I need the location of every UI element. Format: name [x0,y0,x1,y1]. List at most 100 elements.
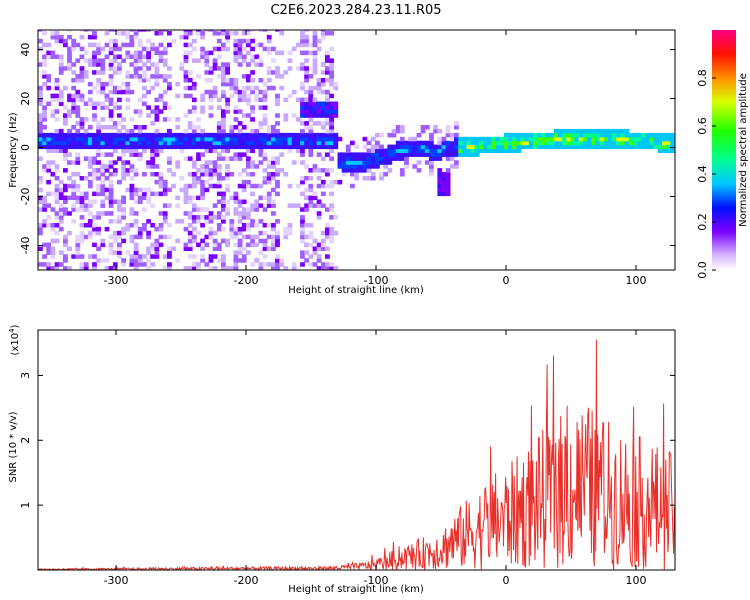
spectrogram-cell [470,140,476,146]
spectrogram-cell [112,238,118,244]
spectrogram-cell [104,140,110,146]
spectrogram-cell [412,136,418,142]
spectrogram-cell [162,50,168,56]
spectrogram-cell [545,144,551,150]
spectrogram-cell [533,136,538,142]
spectrogram-cell [221,148,226,153]
spectrogram-cell [445,148,451,153]
spectrogram-cell [46,74,52,79]
spectrogram-cell [204,219,210,224]
spectrogram-cell [133,136,139,142]
spectrogram-cell [300,223,305,228]
spectrogram-cell [87,172,93,177]
spectrogram-cell [125,132,131,138]
spectrogram-cell [38,85,43,91]
spectrogram-cell [300,215,305,220]
spectrogram-cell [46,160,52,165]
spectrogram-cell [146,136,151,142]
spectrogram-cell [96,136,101,142]
spectrogram-cell [46,223,52,228]
spectrogram-cell [63,152,68,157]
spectrogram-cell [354,156,359,161]
spectrogram-cell [312,250,318,255]
spectrogram-cell [325,101,330,106]
spectrogram-cell [108,152,114,157]
spectrogram-cell [112,70,118,75]
spectrogram-cell [175,136,181,142]
spectrogram-cell [449,136,455,142]
spectrogram-cell [125,148,131,153]
spectrogram-cell [142,136,147,142]
spectrogram-cell [54,117,60,122]
spectrogram-cell [574,132,580,138]
spectrogram-cell [154,254,160,259]
spectrogram-cell [316,176,322,181]
spectrogram-cell [75,183,81,189]
spectrogram-cell [38,226,43,232]
spectrogram-cell [200,50,205,56]
spectrogram-cell [75,250,81,255]
spectrogram-cell [108,132,114,138]
spectrogram-cell [175,195,181,201]
spectrogram-cell [129,211,135,216]
spectrogram-cell [216,125,222,130]
colorbar: 0.00.20.40.60.8 Normalized spectral ampl… [696,30,749,279]
spectrogram-cell [424,125,430,130]
spectrogram-cell [225,172,230,177]
spectrogram-cell [142,62,147,67]
spectrogram-cell [462,148,468,153]
spectrogram-cell [137,128,143,134]
spectrogram-cell [212,132,218,138]
spectrogram-cell [200,246,205,251]
spectrogram-cell [566,144,572,150]
spectrogram-cell [112,144,118,150]
spectrogram-cell [258,132,264,138]
spectrogram-cell [112,160,118,165]
spectrogram-cell [38,121,43,126]
spectrogram-cell [167,203,172,208]
spectrogram-cell [266,125,272,130]
spectrogram-cell [662,148,667,153]
spectrogram-cell [445,179,451,185]
spectrogram-cell [42,223,47,228]
spectrogram-cell [312,164,318,169]
spectrogram-cell [71,105,77,110]
spectrogram-cell [387,168,393,173]
spectrogram-cell [75,74,81,79]
spectrogram-cell [233,262,239,267]
spectrogram-cell [246,78,251,83]
spectrogram-cell [445,168,451,173]
spectrogram-x-tick-label: -200 [234,274,259,287]
spectrogram-x-tick-label: 0 [503,274,510,287]
spectrogram-cell [254,223,260,228]
spectrogram-cell [108,97,114,103]
spectrogram-cell [632,136,638,142]
spectrogram-cell [237,136,243,142]
spectrogram-cell [129,144,135,150]
spectrogram-cell [67,211,72,216]
spectrogram-cell [204,215,210,220]
spectrogram-cell [212,215,218,220]
spectrogram-cell [271,246,276,251]
spectrogram-cell [67,30,72,32]
spectrogram-cell [108,113,114,118]
spectrogram-cell [137,187,143,193]
spectrogram-cell [175,238,181,244]
spectrogram-cell [191,46,197,52]
spectrogram-cell [312,66,318,71]
spectrogram-cell [399,168,405,173]
spectrogram-cell [108,250,114,255]
spectrogram-cell [42,31,47,36]
spectrogram-cell [441,140,447,146]
spectrogram-cell [483,140,488,146]
spectrogram-cell [254,207,260,212]
spectrogram-cell [320,242,326,248]
spectrogram-cell [628,132,634,138]
spectrogram-cell [212,140,218,146]
spectrogram-cell [133,30,139,32]
spectrogram-cell [541,136,547,142]
spectrogram-cell [512,144,517,150]
spectrogram-cell [67,66,72,71]
spectrogram-cell [545,136,551,142]
spectrogram-cell [204,70,210,75]
